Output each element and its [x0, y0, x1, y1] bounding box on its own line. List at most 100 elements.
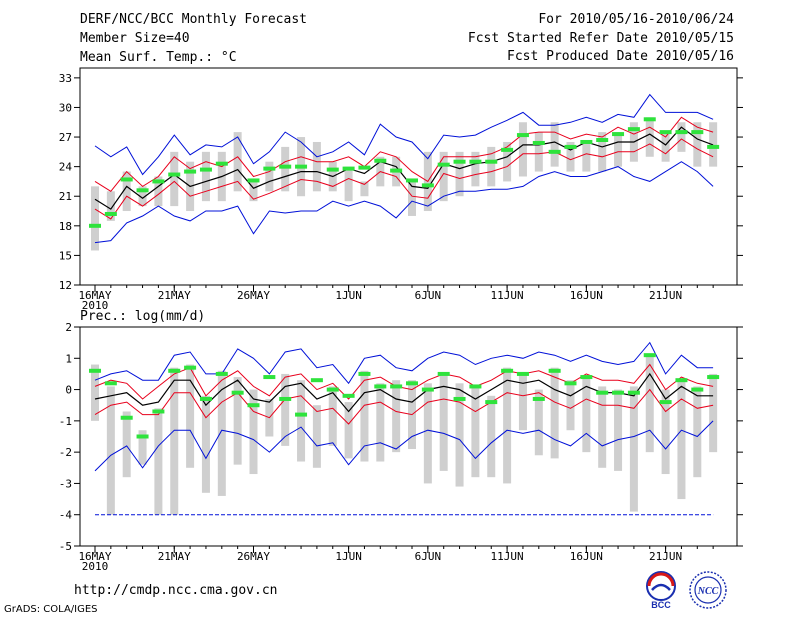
observed-marker — [279, 164, 292, 169]
observed-marker — [263, 375, 276, 380]
observed-marker — [358, 371, 371, 376]
ensemble-box — [154, 408, 163, 515]
y-tick-label: -2 — [59, 446, 72, 459]
y-tick-label: 30 — [59, 101, 72, 114]
observed-marker — [659, 130, 672, 135]
ensemble-box — [312, 141, 321, 192]
observed-marker — [437, 371, 450, 376]
y-tick-label: -5 — [59, 540, 72, 553]
observed-marker — [612, 390, 625, 395]
observed-marker — [136, 434, 149, 439]
ensemble-box — [360, 181, 369, 197]
x-tick-label: 16MAY — [78, 289, 111, 302]
observed-marker — [152, 409, 165, 414]
observed-marker — [643, 353, 656, 358]
ensemble-box — [312, 405, 321, 468]
ensemble-box — [534, 389, 543, 456]
x-tick-label: 26MAY — [237, 550, 270, 563]
ensemble-box — [328, 386, 337, 446]
ensemble-box — [503, 141, 512, 182]
observed-marker — [437, 162, 450, 167]
ensemble-box — [614, 132, 623, 167]
observed-marker — [342, 166, 355, 171]
ensemble-box — [455, 383, 464, 487]
observed-marker — [659, 400, 672, 405]
observed-marker — [707, 375, 720, 380]
y-tick-label: 0 — [65, 384, 72, 397]
ensemble-box — [677, 380, 686, 500]
ensemble-box — [138, 430, 147, 465]
ensemble-box — [487, 146, 496, 187]
ensemble-box — [217, 370, 226, 496]
observed-marker — [532, 140, 545, 145]
observed-marker — [532, 396, 545, 401]
x-tick-label: 21MAY — [158, 289, 191, 302]
ensemble-box — [614, 389, 623, 471]
observed-marker — [263, 166, 276, 171]
ensemble-box — [392, 380, 401, 453]
x-tick-label: 21MAY — [158, 550, 191, 563]
observed-marker — [596, 138, 609, 143]
observed-marker — [215, 161, 228, 166]
ensemble-box — [693, 386, 702, 478]
observed-marker — [485, 159, 498, 164]
ensemble-box — [91, 186, 99, 251]
observed-marker — [421, 387, 434, 392]
observed-marker — [310, 378, 323, 383]
observed-marker — [120, 177, 133, 182]
plot-frame — [79, 326, 738, 547]
observed-marker — [596, 390, 609, 395]
observed-marker — [326, 167, 339, 172]
footer-url[interactable]: http://cmdp.ncc.cma.gov.cn — [74, 583, 278, 598]
observed-marker — [184, 365, 197, 370]
y-tick-label: 15 — [59, 249, 72, 262]
observed-marker — [564, 144, 577, 149]
y-tick-label: 12 — [59, 279, 72, 292]
y-tick-label: -4 — [59, 509, 73, 522]
observed-marker — [152, 179, 165, 184]
ensemble-box — [503, 367, 512, 484]
ensemble-box — [281, 146, 290, 192]
observed-marker — [358, 165, 371, 170]
panel-title: Mean Surf. Temp.: °C — [80, 50, 237, 65]
x-tick-label: 21JUN — [649, 289, 682, 302]
series-min — [94, 420, 714, 472]
ensemble-box — [344, 166, 353, 202]
ensemble-box — [201, 151, 210, 202]
observed-marker — [421, 183, 434, 188]
ensemble-box — [677, 122, 686, 152]
observed-marker — [516, 133, 529, 138]
observed-marker — [548, 149, 561, 154]
member-size: Member Size=40 — [80, 31, 190, 46]
observed-marker — [501, 368, 514, 373]
ensemble-box — [582, 141, 591, 172]
ensemble-box — [709, 373, 718, 453]
ensemble-box — [170, 367, 179, 515]
ensemble-box — [661, 132, 670, 162]
ensemble-box — [122, 411, 131, 478]
forecast-produced-date: Fcst Produced Date 2010/05/16 — [507, 49, 734, 64]
observed-marker — [691, 387, 704, 392]
y-tick-label: 21 — [59, 190, 72, 203]
ensemble-box — [376, 383, 385, 462]
observed-marker — [390, 384, 403, 389]
series-lower — [94, 388, 714, 425]
observed-marker — [168, 368, 181, 373]
ensemble-box — [550, 367, 559, 459]
observed-marker — [643, 117, 656, 122]
observed-marker — [104, 211, 117, 216]
observed-marker — [453, 396, 466, 401]
ensemble-box — [582, 377, 591, 453]
x-tick-label: 16JUN — [570, 550, 603, 563]
series-max — [94, 93, 714, 176]
ensemble-box — [106, 386, 115, 515]
observed-marker — [136, 188, 149, 193]
ensemble-box — [645, 355, 654, 453]
series-upper — [94, 363, 714, 400]
observed-marker — [247, 178, 260, 183]
observed-marker — [675, 130, 688, 135]
observed-marker — [184, 169, 197, 174]
ensemble-box — [233, 132, 242, 192]
ensemble-box — [439, 373, 448, 471]
